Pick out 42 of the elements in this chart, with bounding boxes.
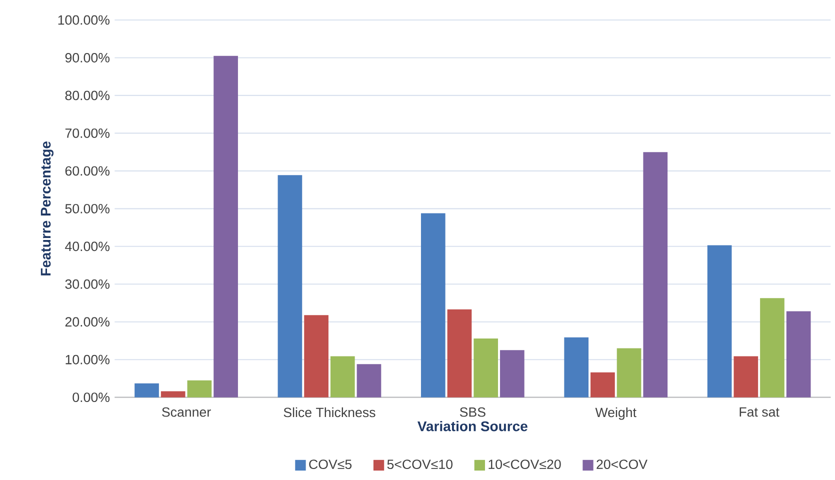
y-tick-label: 90.00% bbox=[65, 53, 110, 62]
bar bbox=[564, 337, 589, 398]
bar bbox=[616, 348, 642, 398]
bar bbox=[734, 356, 758, 398]
y-tick-label: 30.00% bbox=[65, 279, 110, 289]
bar bbox=[278, 175, 302, 398]
bar bbox=[330, 356, 355, 398]
bar bbox=[214, 56, 238, 398]
y-tick-label: 10.00% bbox=[66, 354, 110, 364]
bar bbox=[356, 364, 382, 398]
bar bbox=[643, 152, 668, 398]
y-tick-label: 70.00% bbox=[65, 128, 110, 138]
y-tick-label: 40.00% bbox=[65, 242, 110, 252]
bar bbox=[500, 350, 524, 398]
legend-label: 20<COV bbox=[596, 460, 648, 470]
y-tick-label: 50.00% bbox=[65, 204, 110, 214]
legend-label: COV≤5 bbox=[309, 460, 352, 470]
bar bbox=[760, 298, 784, 398]
bar bbox=[160, 391, 186, 398]
bar bbox=[420, 213, 446, 398]
y-tick-label: 100.00% bbox=[58, 15, 110, 25]
y-tick-label: 80.00% bbox=[65, 90, 110, 100]
y-tick-label: 0.00% bbox=[72, 392, 110, 402]
x-tick-label: SBS bbox=[460, 407, 486, 417]
x-tick-label: Slice Thickness bbox=[284, 407, 376, 418]
bar bbox=[134, 383, 159, 398]
y-tick-label: 20.00% bbox=[65, 317, 110, 327]
x-tick-label: Scanner bbox=[162, 407, 211, 417]
y-axis-title: Featurre Percentage bbox=[40, 141, 54, 276]
x-axis-title: Variation Source bbox=[418, 420, 528, 432]
legend-label: 5<COV≤10 bbox=[387, 460, 452, 470]
bar bbox=[786, 311, 811, 398]
x-tick-label: Weight bbox=[595, 407, 636, 420]
legend-label: 10<COV≤20 bbox=[488, 460, 561, 470]
bar bbox=[304, 315, 328, 398]
y-tick-label: 60.00% bbox=[65, 166, 110, 176]
bar bbox=[187, 380, 212, 398]
bar bbox=[447, 309, 472, 398]
bar bbox=[474, 338, 498, 398]
x-tick-label: Fat sat bbox=[740, 407, 780, 417]
bar bbox=[707, 245, 732, 398]
bar bbox=[590, 372, 615, 398]
